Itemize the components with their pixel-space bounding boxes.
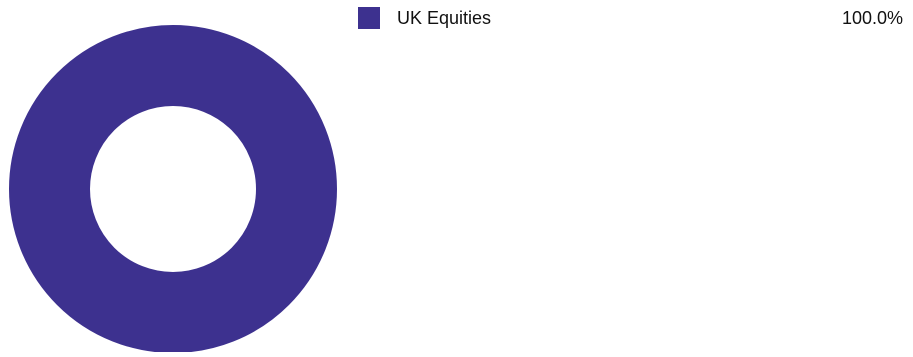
legend-item-uk-equities: UK Equities 100.0% <box>358 6 903 30</box>
donut-slice-uk-equities <box>9 25 337 353</box>
legend-label: UK Equities <box>397 8 492 28</box>
legend-swatch <box>358 7 380 29</box>
donut-chart-svg <box>9 25 337 353</box>
chart-legend: UK Equities 100.0% <box>358 6 903 30</box>
donut-chart <box>0 0 360 353</box>
legend-value: 100.0% <box>841 8 903 28</box>
